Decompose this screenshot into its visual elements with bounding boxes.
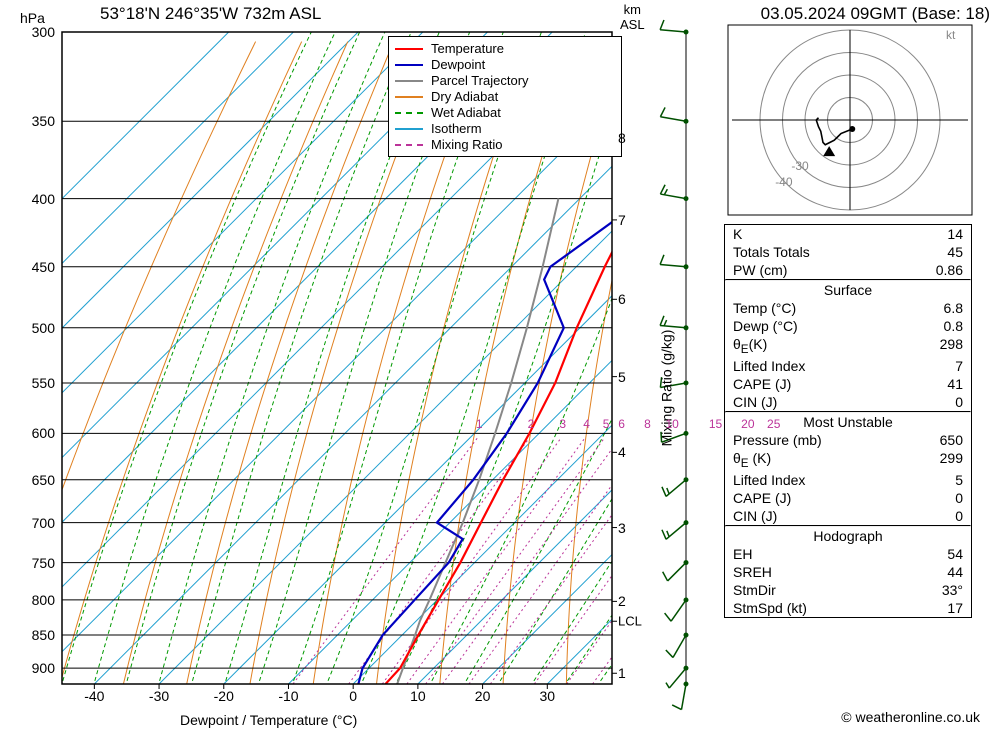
xtick-temp: 20: [475, 688, 491, 704]
ytick-hpa: 300: [10, 24, 55, 40]
mixing-ratio-label: 20: [741, 417, 754, 431]
mixing-ratio-label: 8: [644, 417, 651, 431]
ytick-hpa: 700: [10, 515, 55, 531]
info-row: Temp (°C)6.8: [725, 299, 971, 317]
legend-item: Dewpoint: [395, 57, 615, 72]
info-row: CAPE (J)41: [725, 375, 971, 393]
mixing-ratio-label: 2: [528, 417, 535, 431]
ytick-hpa: 550: [10, 375, 55, 391]
indices-table: K14Totals Totals45PW (cm)0.86 SurfaceTemp…: [724, 224, 972, 618]
mixing-ratio-label: 3: [559, 417, 566, 431]
mixing-ratio-label: 15: [709, 417, 722, 431]
mixing-ratio-label: 25: [767, 417, 780, 431]
ytick-km: 7: [618, 212, 626, 228]
xtick-temp: 0: [349, 688, 357, 704]
info-row: CIN (J)0: [725, 393, 971, 411]
ytick-km: 4: [618, 444, 626, 460]
legend-item: Temperature: [395, 41, 615, 56]
axis-label-km: kmASL: [620, 2, 645, 32]
xtick-temp: 30: [539, 688, 555, 704]
hodo-radius-label: -40: [775, 175, 792, 189]
mixing-ratio-label: 10: [665, 417, 678, 431]
ytick-hpa: 350: [10, 113, 55, 129]
info-row: Lifted Index7: [725, 357, 971, 375]
hodo-radius-label: -30: [791, 159, 808, 173]
ytick-km: 1: [618, 665, 626, 681]
info-row: θE (K)299: [725, 449, 971, 471]
ytick-hpa: 750: [10, 555, 55, 571]
ytick-hpa: 600: [10, 425, 55, 441]
info-row: EH54: [725, 545, 971, 563]
info-row: Lifted Index5: [725, 471, 971, 489]
ytick-hpa: 850: [10, 627, 55, 643]
info-section-title: Most Unstable: [725, 413, 971, 431]
legend-item: Wet Adiabat: [395, 105, 615, 120]
ytick-hpa: 900: [10, 660, 55, 676]
info-row: PW (cm)0.86: [725, 261, 971, 279]
info-row: CIN (J)0: [725, 507, 971, 525]
info-row: StmSpd (kt)17: [725, 599, 971, 617]
lcl-label: LCL: [618, 614, 642, 629]
ytick-hpa: 400: [10, 191, 55, 207]
ytick-km: 8: [618, 130, 626, 146]
legend: TemperatureDewpointParcel TrajectoryDry …: [388, 36, 622, 157]
info-row: θE(K)298: [725, 335, 971, 357]
legend-item: Parcel Trajectory: [395, 73, 615, 88]
ytick-km: 2: [618, 593, 626, 609]
info-row: SREH44: [725, 563, 971, 581]
ytick-hpa: 450: [10, 259, 55, 275]
info-row: Dewp (°C)0.8: [725, 317, 971, 335]
xtick-temp: -20: [214, 688, 234, 704]
info-section-title: Hodograph: [725, 527, 971, 545]
ytick-km: 5: [618, 369, 626, 385]
mixing-ratio-label: 5: [603, 417, 610, 431]
info-row: Pressure (mb)650: [725, 431, 971, 449]
info-row: StmDir33°: [725, 581, 971, 599]
legend-item: Dry Adiabat: [395, 89, 615, 104]
copyright-text: © weatheronline.co.uk: [841, 709, 980, 725]
mixing-ratio-label: 1: [476, 417, 483, 431]
xtick-temp: 10: [410, 688, 426, 704]
mixing-ratio-label: 6: [618, 417, 625, 431]
ytick-hpa: 800: [10, 592, 55, 608]
xtick-temp: -30: [149, 688, 169, 704]
info-section-title: Surface: [725, 281, 971, 299]
axis-label-temp: Dewpoint / Temperature (°C): [180, 712, 357, 728]
info-row: K14: [725, 225, 971, 243]
xtick-temp: -10: [278, 688, 298, 704]
ytick-km: 3: [618, 520, 626, 536]
hodo-kt-label: kt: [946, 28, 955, 42]
info-row: Totals Totals45: [725, 243, 971, 261]
info-row: CAPE (J)0: [725, 489, 971, 507]
xtick-temp: -40: [84, 688, 104, 704]
title-location: 53°18'N 246°35'W 732m ASL: [100, 4, 321, 24]
legend-item: Isotherm: [395, 121, 615, 136]
ytick-hpa: 650: [10, 472, 55, 488]
mixing-ratio-label: 4: [583, 417, 590, 431]
ytick-hpa: 500: [10, 320, 55, 336]
ytick-km: 6: [618, 291, 626, 307]
legend-item: Mixing Ratio: [395, 137, 615, 152]
title-datetime: 03.05.2024 09GMT (Base: 18): [761, 4, 990, 24]
